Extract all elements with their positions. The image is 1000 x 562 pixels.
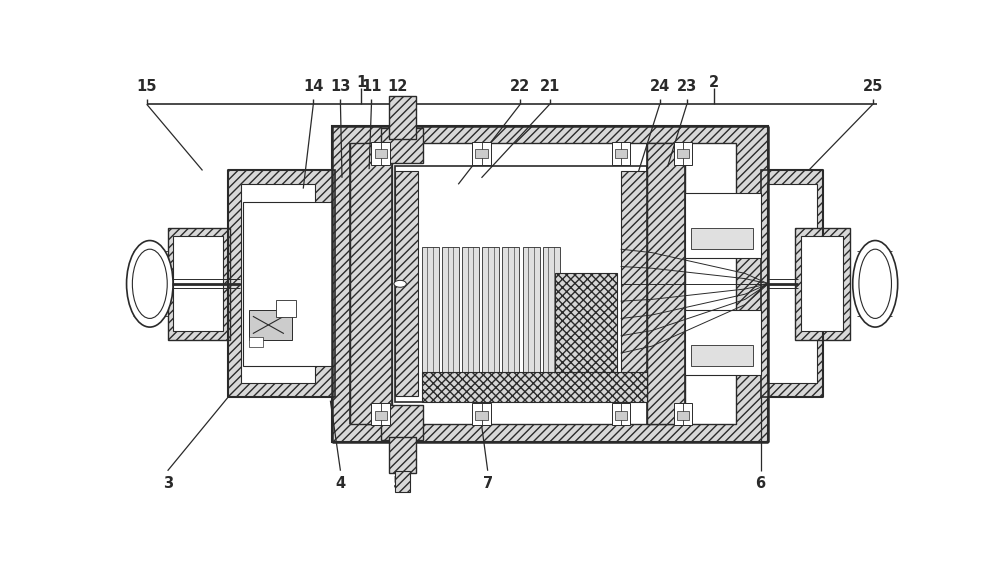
Bar (761, 170, 822, 397)
Bar (685, 310, 761, 375)
Bar (365, 143, 736, 424)
Ellipse shape (859, 249, 891, 319)
Bar (422, 372, 647, 401)
Bar (228, 170, 335, 397)
Bar (685, 193, 761, 258)
Bar (241, 184, 315, 383)
Text: 15: 15 (136, 79, 157, 94)
Bar (173, 236, 223, 332)
Text: 1: 1 (356, 75, 366, 90)
Bar (388, 96, 416, 139)
Text: 4: 4 (335, 477, 346, 491)
Bar (523, 247, 540, 373)
Bar (395, 171, 418, 396)
Bar (395, 471, 410, 492)
Bar (674, 403, 692, 425)
Bar (276, 300, 296, 317)
Ellipse shape (853, 241, 898, 327)
Bar (350, 143, 392, 424)
Bar (371, 403, 390, 425)
Text: 14: 14 (303, 79, 324, 94)
Ellipse shape (127, 241, 173, 327)
Text: 2: 2 (709, 75, 719, 90)
Text: 23: 23 (677, 79, 697, 94)
Bar (249, 337, 263, 347)
Bar (801, 236, 843, 332)
Ellipse shape (132, 249, 167, 319)
Bar (543, 247, 560, 373)
Text: 7: 7 (483, 477, 493, 491)
Bar (375, 411, 387, 420)
Circle shape (394, 280, 406, 287)
Bar (767, 184, 817, 383)
Bar (168, 228, 230, 340)
Bar (371, 142, 390, 165)
Bar (381, 128, 423, 162)
Bar (388, 437, 416, 473)
Text: 6: 6 (755, 477, 766, 491)
Bar (422, 247, 439, 373)
Bar (621, 171, 647, 396)
Bar (615, 149, 627, 158)
Text: 25: 25 (863, 79, 883, 94)
Bar (475, 149, 488, 158)
Bar (472, 403, 491, 425)
Bar (475, 411, 488, 420)
Bar (677, 149, 689, 158)
Text: 11: 11 (361, 79, 382, 94)
Text: 12: 12 (388, 79, 408, 94)
Bar (502, 247, 519, 373)
Bar (472, 142, 491, 165)
Text: 5: 5 (393, 477, 403, 491)
Text: 21: 21 (540, 79, 560, 94)
Bar (462, 247, 479, 373)
Bar (381, 405, 423, 439)
Bar (612, 403, 630, 425)
Bar (482, 247, 499, 373)
Bar (395, 166, 647, 401)
Bar (674, 142, 692, 165)
Bar (375, 149, 387, 158)
Bar (442, 247, 459, 373)
Text: 22: 22 (510, 79, 530, 94)
Bar (332, 126, 768, 442)
Bar (677, 411, 689, 420)
Bar (647, 143, 685, 424)
Bar (795, 228, 850, 340)
Bar (612, 142, 630, 165)
Bar (691, 345, 753, 366)
Bar (691, 228, 753, 249)
Bar (249, 310, 292, 340)
Text: 3: 3 (163, 477, 173, 491)
Text: 24: 24 (650, 79, 670, 94)
Bar (555, 273, 617, 386)
Bar (243, 202, 332, 366)
Bar (615, 411, 627, 420)
Text: 13: 13 (330, 79, 351, 94)
